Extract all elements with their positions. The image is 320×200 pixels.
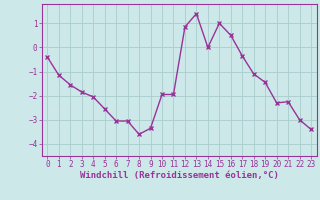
X-axis label: Windchill (Refroidissement éolien,°C): Windchill (Refroidissement éolien,°C) [80, 171, 279, 180]
